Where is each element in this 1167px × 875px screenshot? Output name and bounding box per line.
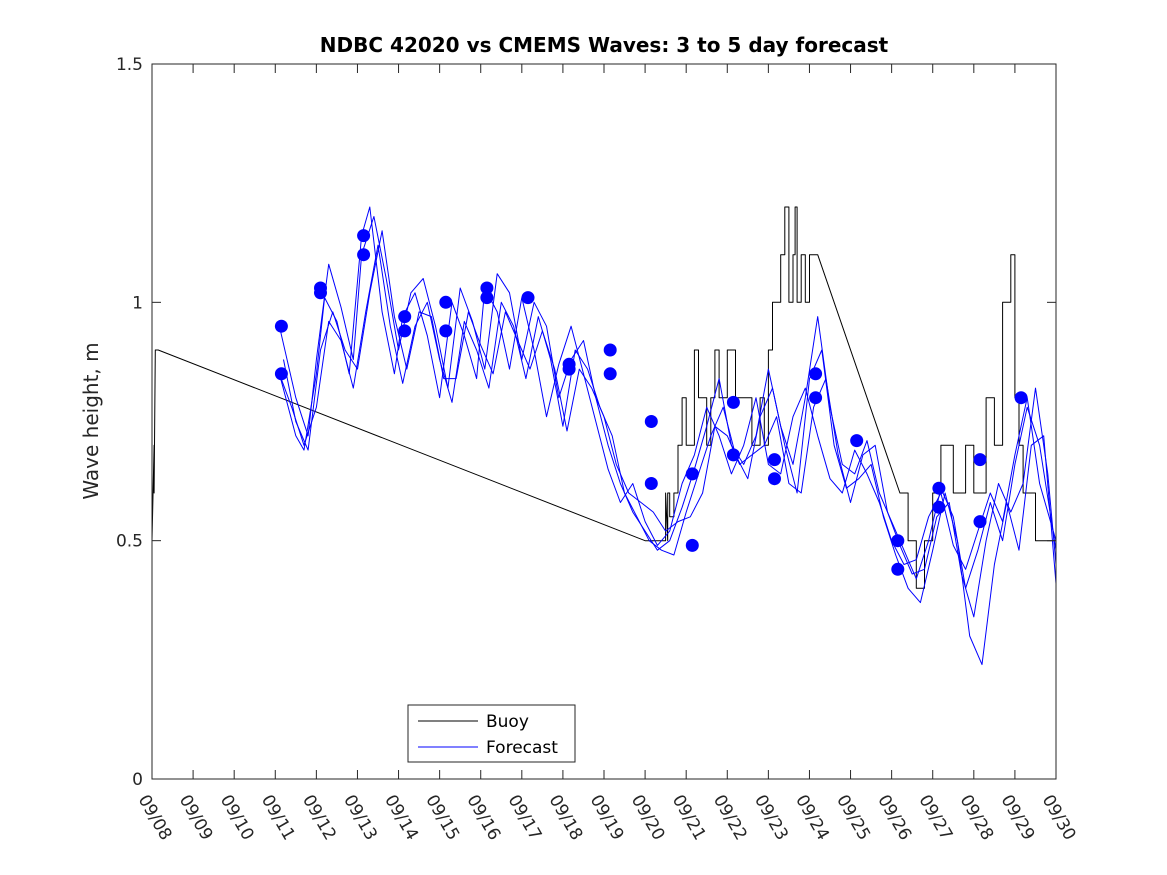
forecast-series-line-4 [283, 230, 1057, 618]
forecast-marker [357, 229, 371, 243]
forecast-marker [768, 453, 781, 467]
forecast-series-line-3 [278, 244, 1057, 666]
marker-layer [274, 229, 1028, 576]
y-tick-label: 0.5 [116, 532, 143, 552]
forecast-marker [973, 453, 987, 467]
forecast-marker [314, 286, 327, 300]
forecast-marker [398, 324, 412, 338]
forecast-marker [809, 367, 823, 381]
forecast-marker [603, 343, 617, 357]
buoy-series-line [151, 206, 1056, 589]
forecast-marker [850, 434, 864, 448]
forecast-series-line-1 [278, 206, 1057, 570]
legend-label-forecast: Forecast [486, 738, 558, 758]
y-axis-label: Wave height, m [79, 342, 103, 499]
forecast-marker [398, 310, 412, 324]
forecast-marker [644, 415, 658, 428]
forecast-marker [480, 281, 494, 295]
legend-label-buoy: Buoy [486, 712, 529, 732]
forecast-marker [891, 534, 905, 548]
forecast-marker [603, 367, 617, 381]
axes-background [152, 64, 1056, 779]
y-axis: 0 0.5 1 1.5 [116, 55, 1056, 790]
forecast-marker [726, 395, 740, 409]
forecast-marker [768, 472, 781, 486]
chart-title: NDBC 42020 vs CMEMS Waves: 3 to 5 day fo… [320, 33, 889, 57]
forecast-marker [439, 324, 453, 338]
forecast-marker [726, 448, 740, 462]
legend-box [407, 704, 576, 763]
forecast-marker [274, 367, 288, 381]
y-tick-label: 0 [132, 770, 143, 790]
y-tick-label: 1.5 [116, 55, 143, 75]
forecast-marker [439, 295, 453, 309]
forecast-marker [1014, 391, 1028, 405]
y-tick-label: 1 [132, 293, 143, 313]
plot-area [151, 63, 1057, 780]
forecast-marker [357, 248, 371, 262]
forecast-marker [562, 362, 576, 376]
forecast-marker [932, 481, 946, 495]
forecast-marker [274, 319, 288, 333]
forecast-marker [932, 500, 946, 514]
forecast-marker [973, 515, 987, 529]
forecast-marker [644, 477, 658, 490]
forecast-marker [521, 291, 535, 305]
forecast-marker [685, 538, 699, 552]
forecast-marker [480, 291, 494, 305]
forecast-marker [891, 562, 905, 576]
forecast-marker [685, 467, 699, 481]
legend: Buoy Forecast [407, 704, 576, 763]
forecast-marker [809, 391, 823, 405]
